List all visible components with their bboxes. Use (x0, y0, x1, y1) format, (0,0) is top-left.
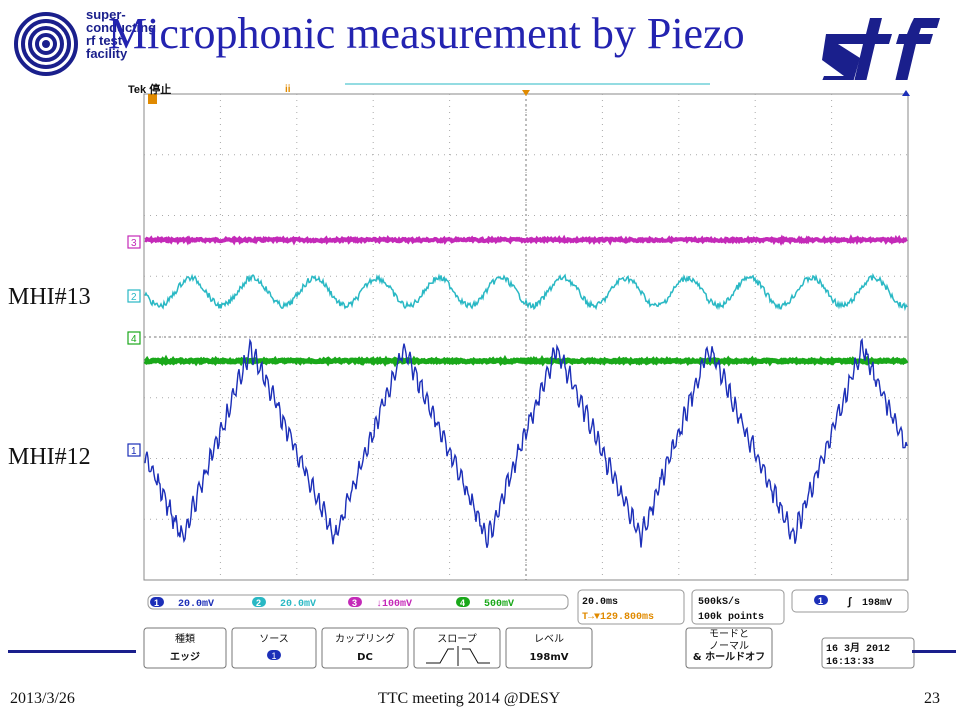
softkey-1-button[interactable] (143, 627, 227, 669)
record-length-readout: 100k points (698, 611, 764, 623)
logo-text: super- conducting rf test facility (86, 8, 156, 60)
channel-2-badge-num: 2 (256, 598, 261, 608)
footer-page-number: 23 (924, 690, 940, 707)
softkey-3-bottom: DC (357, 652, 373, 663)
channel-1-waveform (144, 337, 908, 548)
channel-1-marker-label: 1 (131, 446, 137, 457)
channel-3-scale: ↓100mV (376, 599, 412, 610)
logo-line-4: facility (86, 46, 128, 61)
softkey-1-bottom: エッジ (170, 651, 200, 663)
softkey-5-top: レベル (534, 633, 564, 645)
trigger-source-badge (814, 595, 828, 605)
channel-3-marker-icon (127, 235, 141, 249)
softkey-6-mid: ノーマル (709, 641, 749, 652)
slide-title: Microphonic measurement by Piezo (108, 9, 745, 58)
softkey-1-top: 種類 (175, 632, 195, 645)
channel-1-marker-icon (127, 443, 141, 457)
trigger-slope-icon: ∫ (847, 596, 852, 608)
channel-2-badge[interactable] (252, 597, 266, 607)
stf-brand-icon (820, 18, 940, 86)
channel-4-scale: 500mV (484, 599, 514, 610)
trigger-position-readout: T→▼129.800ms (582, 612, 654, 623)
channel-readout-bar (147, 589, 909, 625)
softkey-6-button[interactable] (685, 627, 773, 669)
softkey-2-top: ソース (259, 634, 289, 645)
channel-4-waveform (143, 354, 909, 368)
softkey-2-button[interactable] (231, 627, 317, 669)
softkey-5-button[interactable] (505, 627, 593, 669)
channel-markers: 1 2 3 4 (127, 235, 141, 457)
label-upper-cavity: MHI#13 (8, 284, 91, 310)
channel-1-badge[interactable] (150, 597, 164, 607)
channel-1-scale: 20.0mV (178, 599, 214, 610)
trigger-center-icon (522, 90, 530, 96)
trigger-ii-marker: ii (285, 84, 291, 95)
trigger-level-readout: 198mV (862, 598, 892, 609)
softkey-4-button[interactable] (413, 627, 501, 669)
channel-1-badge-num: 1 (154, 598, 159, 608)
channel-4-badge-num: 4 (460, 598, 465, 608)
channel-2-scale: 20.0mV (280, 599, 316, 610)
softkey-5-bottom: 198mV (529, 652, 568, 663)
falling-slope-icon (462, 648, 490, 664)
softkey-6-bottom: & ホールドオフ (693, 651, 765, 663)
logo-line-3: rf test (86, 33, 123, 48)
label-lower-cavity: MHI#12 (8, 444, 91, 470)
softkey-3-top: カップリング (335, 632, 395, 645)
trigger-level-icon (902, 90, 910, 96)
datetime-box (821, 637, 915, 669)
channel-4-marker-icon (127, 331, 141, 345)
softkey-6-top: モードと (709, 628, 749, 640)
timebase-readout: 20.0ms (582, 597, 618, 608)
channel-4-marker-label: 4 (131, 334, 137, 345)
channel-3-badge[interactable] (348, 597, 362, 607)
footer-center: TTC meeting 2014 @DESY (378, 690, 561, 707)
channel-3-waveform (144, 234, 908, 246)
channel-2-marker-label: 2 (131, 292, 137, 303)
scope-date: 16 3月 2012 (826, 642, 890, 655)
softkey-2-bottom: 1 (271, 651, 276, 661)
trigger-time-marker-icon (148, 94, 157, 104)
stf-logo-icon (14, 12, 78, 76)
channel-3-badge-num: 3 (352, 598, 357, 608)
channel-2-marker-icon (127, 289, 141, 303)
softkey-3-button[interactable] (321, 627, 409, 669)
softkey-4-top: スロープ (437, 633, 476, 645)
channel-4-badge[interactable] (456, 597, 470, 607)
scope-time: 16:13:33 (826, 657, 874, 668)
channel-3-marker-label: 3 (131, 238, 137, 249)
logo-line-1: super- (86, 7, 126, 22)
channel-2-waveform (144, 272, 908, 312)
logo-line-2: conducting (86, 20, 157, 35)
trigger-source-num: 1 (818, 596, 823, 606)
footer-divider (0, 650, 960, 653)
footer-date: 2013/3/26 (10, 690, 75, 707)
scope-status: Tek 停止 (128, 84, 172, 96)
sample-rate-readout: 500kS/s (698, 596, 740, 608)
rising-slope-icon (426, 648, 454, 664)
scope-grid (143, 93, 909, 581)
source-channel-badge (267, 650, 281, 660)
